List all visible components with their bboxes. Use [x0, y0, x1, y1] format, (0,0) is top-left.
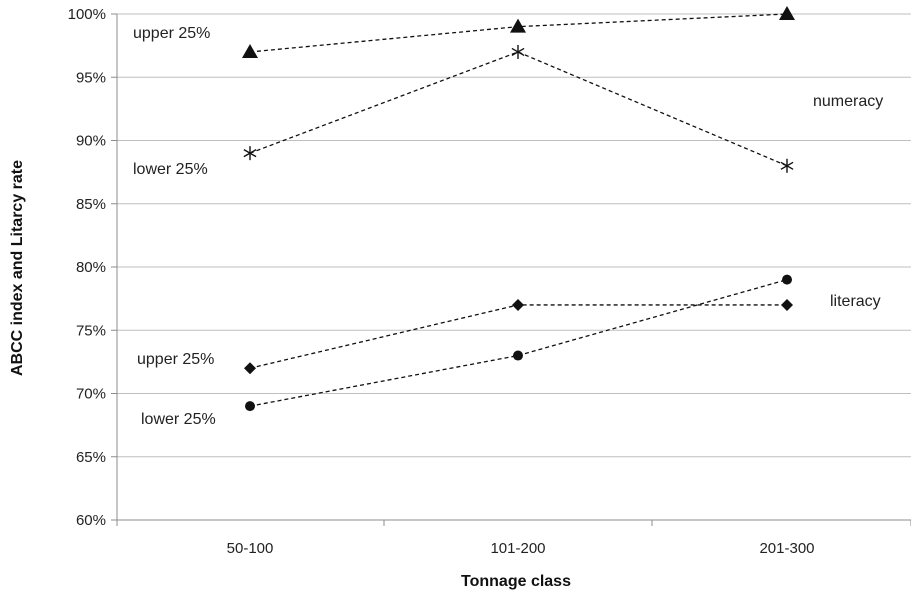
- data-point-diamond: [781, 298, 793, 311]
- y-axis-title: ABCC index and Litarcy rate: [9, 160, 26, 376]
- series-line: [249, 279, 788, 407]
- x-tick-labels: 50-100 101-200 201-300: [227, 540, 815, 557]
- data-point-asterisk: [511, 44, 525, 59]
- data-point-triangle: [779, 6, 795, 20]
- y-tick-label: 85%: [76, 196, 106, 213]
- y-tick-label: 90%: [76, 133, 106, 150]
- data-point-circle: [245, 401, 255, 412]
- data-point-triangle: [510, 18, 526, 33]
- x-tick-label: 201-300: [759, 540, 814, 557]
- data-point-circle: [513, 350, 523, 361]
- y-tick-labels: 60% 65% 70% 75% 80% 85% 90% 95% 100%: [68, 6, 106, 529]
- y-tick-label: 100%: [68, 6, 106, 23]
- y-tick-label: 65%: [76, 449, 106, 466]
- series-literacy-circle: [245, 274, 792, 412]
- data-point-diamond: [512, 298, 524, 311]
- series-numeracy-asterisk: [243, 44, 794, 173]
- data-point-triangle: [242, 43, 258, 58]
- asterisk-stroke: [243, 149, 257, 158]
- annotation-numeracy: numeracy: [813, 93, 883, 110]
- label-literacy-lower: lower 25%: [141, 411, 216, 428]
- data-point-asterisk: [780, 158, 794, 173]
- x-axis-title: Tonnage class: [461, 573, 571, 590]
- label-literacy-upper: upper 25%: [137, 351, 214, 368]
- y-tick-label: 75%: [76, 322, 106, 339]
- x-tick-label: 50-100: [227, 540, 274, 557]
- y-tick-label: 70%: [76, 386, 106, 403]
- y-tick-label: 80%: [76, 259, 106, 276]
- label-numeracy-lower: lower 25%: [133, 161, 208, 178]
- asterisk-stroke: [511, 47, 525, 57]
- annotation-literacy: literacy: [830, 293, 881, 310]
- axes: [111, 13, 911, 526]
- data-point-asterisk: [243, 146, 257, 161]
- data-point-circle: [782, 274, 792, 285]
- series-group: [242, 6, 795, 412]
- data-point-diamond: [244, 362, 256, 375]
- series-numeracy-triangle: [242, 6, 795, 58]
- series-literacy-diamond: [244, 298, 793, 375]
- y-tick-label: 60%: [76, 512, 106, 529]
- y-tick-label: 95%: [76, 69, 106, 86]
- gridlines: [117, 13, 911, 458]
- x-tick-label: 101-200: [490, 540, 545, 557]
- asterisk-stroke: [780, 161, 794, 170]
- series-line: [249, 51, 788, 167]
- label-numeracy-upper: upper 25%: [133, 25, 210, 42]
